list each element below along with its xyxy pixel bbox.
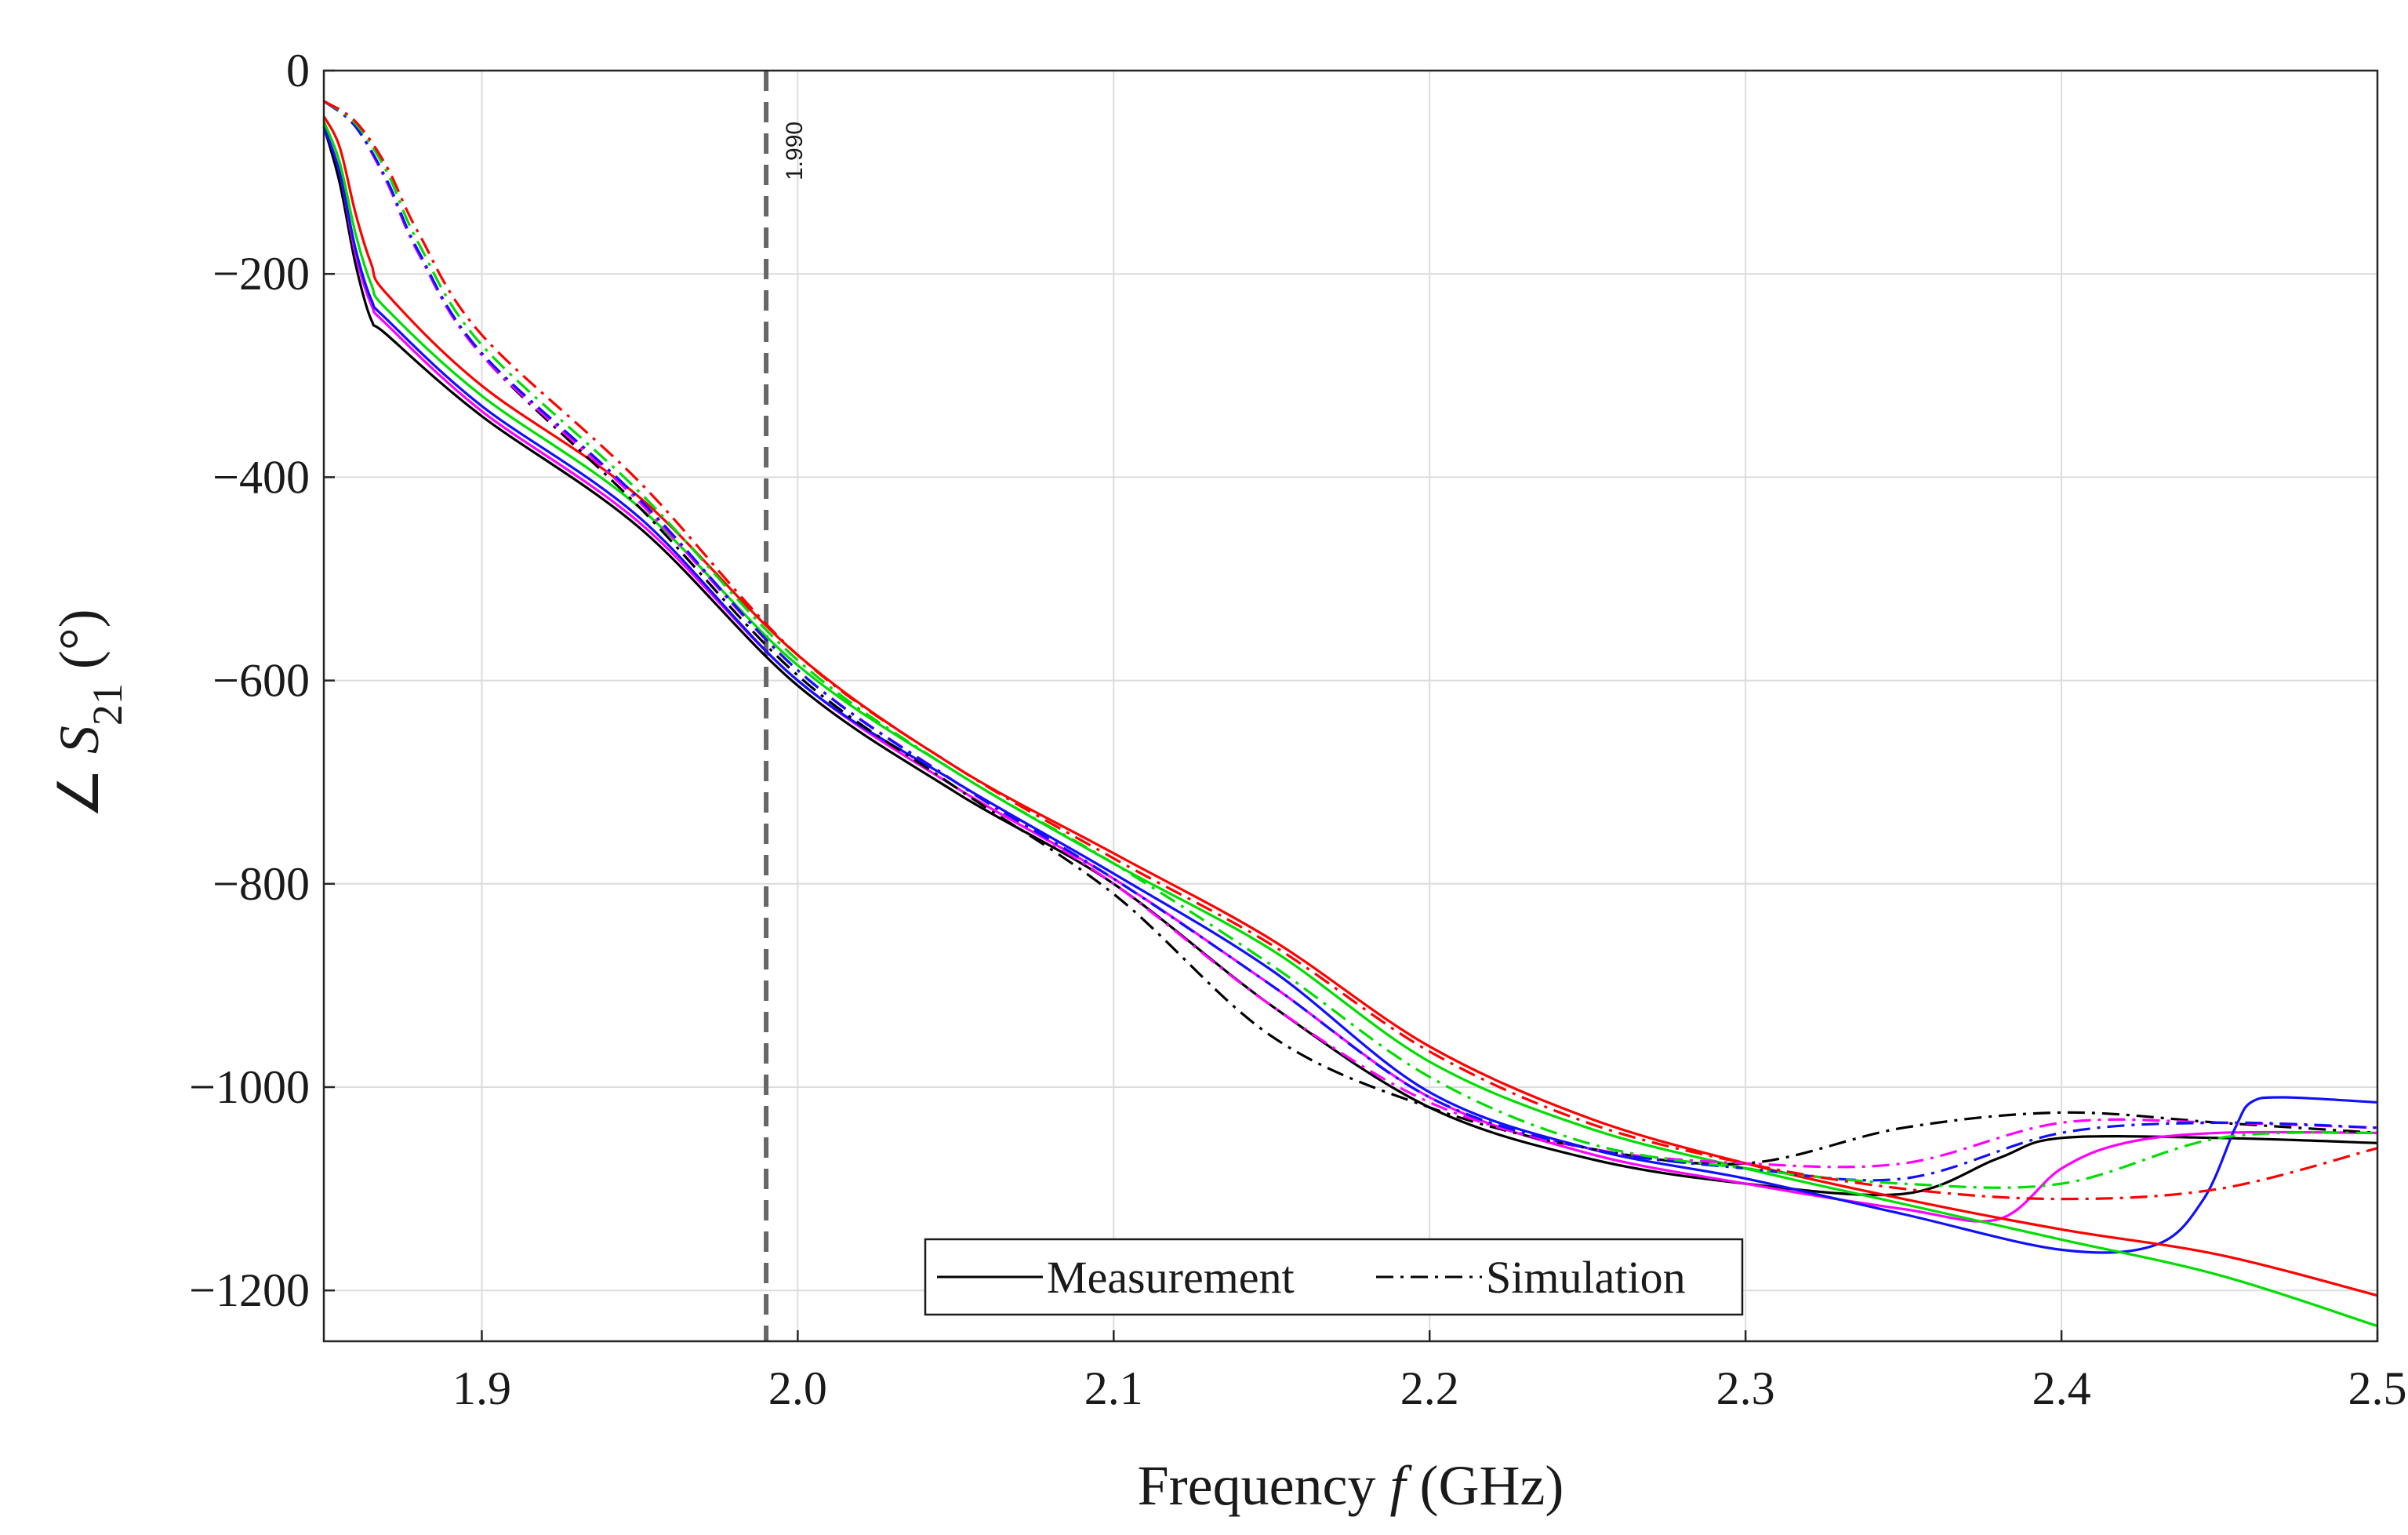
marker-label: 1.990: [782, 122, 808, 180]
y-tick-label: −600: [212, 655, 310, 707]
x-tick-label: 2.4: [2032, 1362, 2091, 1414]
legend: Measurement Simulation: [924, 1238, 1744, 1316]
legend-label-simulation: Simulation: [1486, 1252, 1686, 1303]
y-tick-label: −200: [212, 248, 310, 300]
marker-line-group: 1.990: [764, 71, 808, 1341]
x-axis-title-pre: Frequency: [1138, 1454, 1390, 1517]
ticks: 1.9 2.0 2.1 2.2 2.3 2.4 2.5 0 −200 −400 −600 −800 −1…: [189, 45, 2406, 1414]
x-tick-label: 2.1: [1084, 1362, 1143, 1414]
y-tick-label: 0: [286, 45, 310, 96]
y-tick-label: −1000: [189, 1061, 310, 1113]
x-tick-label: 2.5: [2348, 1362, 2407, 1414]
series-group: [322, 100, 2378, 1328]
y-axis-title: ∠ S21 (°): [48, 609, 131, 818]
x-tick-label: 2.2: [1400, 1362, 1459, 1414]
y-tick-label: −1200: [189, 1264, 310, 1316]
series-dashdot-red: [323, 100, 2378, 1201]
y-axis-title-post: (°): [48, 609, 111, 683]
series-solid-red: [322, 115, 2378, 1297]
legend-box: [924, 1238, 1744, 1316]
plot-frame: [322, 69, 2379, 1343]
y-axis-title-var: S: [48, 726, 111, 754]
x-axis-title-post: (GHz): [1406, 1454, 1564, 1517]
series-solid-green: [322, 121, 2378, 1328]
x-tick-label: 2.0: [768, 1362, 827, 1414]
y-tick-label: −400: [212, 451, 310, 503]
series-solid-blue: [322, 125, 2378, 1254]
legend-label-measurement: Measurement: [1047, 1252, 1295, 1303]
y-tick-label: −800: [212, 858, 310, 910]
y-axis-title-angle: ∠: [48, 754, 111, 819]
x-tick-label: 2.3: [1716, 1362, 1775, 1414]
x-axis-title: Frequency f (GHz): [1138, 1454, 1564, 1517]
series-dashdot-green: [323, 100, 2378, 1189]
y-axis-title-sub: 21: [84, 683, 131, 726]
x-tick-label: 1.9: [452, 1362, 511, 1414]
